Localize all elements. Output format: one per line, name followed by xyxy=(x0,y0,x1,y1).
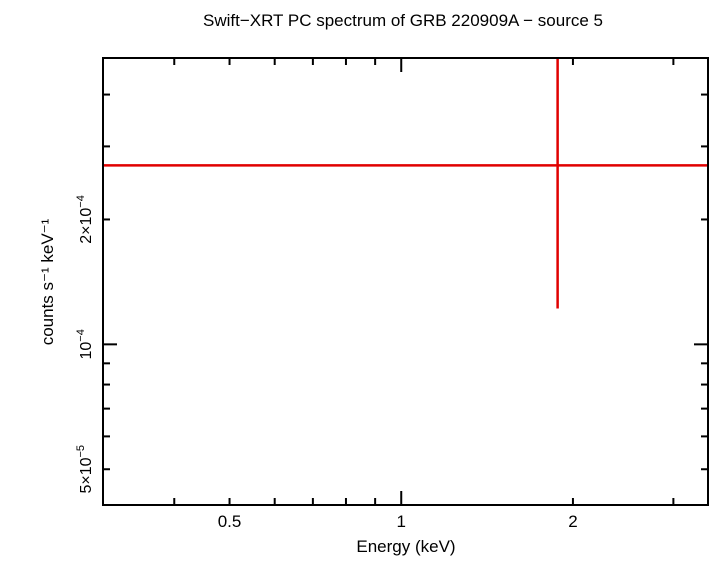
y-tick-label: 10−4 xyxy=(75,329,95,359)
axis-ticks xyxy=(102,58,708,505)
x-axis-label: Energy (keV) xyxy=(356,537,455,556)
y-tick-label: 2×10−4 xyxy=(75,195,95,244)
y-axis-label: counts s⁻¹ keV⁻¹ xyxy=(38,218,57,345)
x-tick-label: 2 xyxy=(568,512,577,531)
y-tick-label: 5×10−5 xyxy=(75,445,95,494)
x-tick-label: 1 xyxy=(397,512,406,531)
x-tick-label: 0.5 xyxy=(218,512,242,531)
chart-title: Swift−XRT PC spectrum of GRB 220909A − s… xyxy=(203,11,603,30)
axis-tick-labels: 0.5 1 2 5×10−5 10−4 2×10−4 xyxy=(75,195,578,531)
plot-marks xyxy=(103,58,708,309)
plot-frame xyxy=(102,57,709,506)
